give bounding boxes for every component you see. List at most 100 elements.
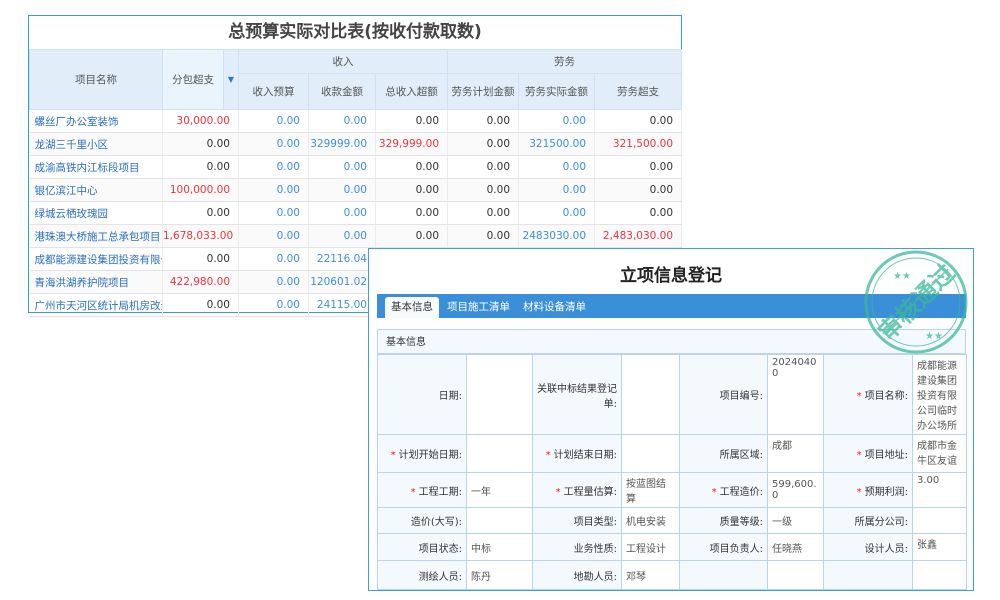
label-text: 工程量估算:: [563, 486, 617, 498]
cell-value: 1,678,033.00: [162, 224, 239, 248]
field-value[interactable]: 成都市金牛区友谊: [912, 434, 967, 473]
project-name-link[interactable]: 港珠澳大桥施工总承包项目: [29, 224, 163, 248]
field-label: 项目类型:: [532, 507, 622, 534]
field-value[interactable]: [767, 560, 824, 590]
cell-value: 0.00: [238, 293, 309, 317]
project-name-link[interactable]: 青海洪湖养护院项目: [29, 270, 163, 294]
field-value[interactable]: 工程设计: [621, 533, 680, 561]
col-subcontract-over[interactable]: 分包超支: [162, 49, 224, 110]
label-text: 项目地址:: [864, 450, 908, 461]
table-row[interactable]: 绿城云栖玫瑰园 0.00 0.00 0.00 0.00 0.00 0.00 0.00: [29, 201, 683, 225]
cell-value: 0.00: [162, 132, 239, 156]
project-name-link[interactable]: 银亿滨江中心: [29, 178, 163, 202]
field-value[interactable]: 陈丹: [466, 560, 533, 590]
field-label: 项目编号:: [679, 354, 768, 435]
cell-value: 0.00: [375, 155, 449, 179]
field-value[interactable]: 张鑫: [912, 533, 967, 561]
cell-value: 0.00: [518, 155, 596, 179]
table-row[interactable]: 龙湖三千里小区 0.00 0.00 329999.00 329,999.00 0.00 32…: [29, 132, 683, 156]
cell-value: 0.00: [594, 178, 683, 202]
field-value[interactable]: [912, 560, 967, 590]
tab-materials-list[interactable]: 材料设备清单: [523, 301, 586, 313]
project-name-link[interactable]: 螺丝厂办公室装饰: [29, 109, 163, 133]
table-row[interactable]: 螺丝厂办公室装饰 30,000.00 0.00 0.00 0.00 0.00 0.00 0.0…: [29, 109, 683, 133]
approved-stamp: 审核通过 ★★ ★★: [864, 250, 968, 354]
label-text: 计划结束日期:: [553, 450, 617, 461]
col-received[interactable]: 收款金额: [308, 73, 376, 110]
tab-basic-info[interactable]: 基本信息: [385, 297, 439, 318]
cell-value: 321,500.00: [594, 132, 683, 156]
label-text: 日期:: [438, 391, 462, 402]
field-value[interactable]: 3.00: [912, 472, 967, 508]
col-income-budget[interactable]: 收入预算: [238, 73, 309, 110]
cell-value: 100,000.00: [162, 178, 239, 202]
field-value[interactable]: 一级: [767, 507, 824, 534]
cell-value: 0.00: [308, 224, 376, 248]
label-text: 测绘人员:: [418, 571, 462, 583]
col-labor-over[interactable]: 劳务超支: [594, 73, 683, 110]
field-label: 造价(大写):: [377, 507, 467, 534]
field-value[interactable]: 成都: [767, 434, 824, 473]
label-text: 所属分公司:: [854, 517, 908, 528]
field-label: 项目负责人:: [679, 533, 768, 561]
col-total-income-over[interactable]: 总收入超额: [374, 73, 449, 110]
col-name[interactable]: 项目名称: [29, 49, 163, 110]
cell-value: 0.00: [594, 155, 683, 179]
field-value[interactable]: [621, 434, 680, 473]
table-row[interactable]: 银亿滨江中心 100,000.00 0.00 0.00 0.00 0.00 0.00 0.00: [29, 178, 683, 202]
field-value[interactable]: 一年: [466, 472, 533, 508]
label-text: 地勘人员:: [573, 571, 617, 583]
form-title: 立项信息登记: [620, 266, 722, 286]
field-label: * 项目名称:: [823, 354, 913, 435]
group-labor: 劳务: [447, 49, 683, 74]
field-value[interactable]: 邓琴: [621, 560, 680, 590]
field-value[interactable]: [466, 354, 533, 435]
cell-value: 0.00: [447, 155, 520, 179]
cell-value: 0.00: [594, 201, 683, 225]
col-labor-actual[interactable]: 劳务实际金额: [518, 73, 596, 110]
field-value[interactable]: [912, 507, 967, 534]
cell-value: 0.00: [238, 178, 309, 202]
field-value[interactable]: 中标: [466, 533, 533, 561]
field-value[interactable]: [466, 507, 533, 534]
project-name-link[interactable]: 绿城云栖玫瑰园: [29, 201, 163, 225]
col-labor-plan[interactable]: 劳务计划金额: [447, 73, 520, 110]
cell-value: 2,483,030.00: [594, 224, 683, 248]
cell-value: 0.00: [375, 109, 449, 133]
required-icon: *: [856, 391, 862, 402]
tab-construction-list[interactable]: 项目施工清单: [447, 301, 510, 313]
field-value[interactable]: 任晓燕: [767, 533, 824, 561]
field-label: [679, 560, 768, 590]
group-income: 收入: [237, 49, 449, 74]
table-row[interactable]: 港珠澳大桥施工总承包项目 1,678,033.00 0.00 0.00 0.00 0.00…: [29, 224, 683, 248]
field-value[interactable]: 599,600.0: [767, 472, 824, 508]
field-value[interactable]: 20240400: [767, 354, 824, 435]
label-text: 项目名称:: [864, 391, 908, 402]
field-label: 所属分公司:: [823, 507, 913, 534]
project-name-link[interactable]: 龙湖三千里小区: [29, 132, 163, 156]
field-value[interactable]: 按蓝图结算: [621, 472, 680, 508]
cell-value: 0.00: [447, 178, 520, 202]
sort-desc-icon[interactable]: ▼: [223, 49, 239, 110]
field-label: 测绘人员:: [377, 560, 467, 590]
project-name-link[interactable]: 广州市天河区统计局机房改造: [29, 293, 163, 317]
cell-value: 22116.04: [308, 247, 376, 271]
cell-value: 2483030.00: [518, 224, 596, 248]
label-text: 造价(大写):: [410, 517, 462, 528]
label-text: 项目负责人:: [709, 543, 763, 555]
required-icon: *: [555, 486, 561, 498]
field-value[interactable]: 成都能源建设集团投资有限公司临时办公场所: [912, 354, 967, 435]
required-icon: *: [545, 450, 551, 461]
cell-value: 0.00: [518, 201, 596, 225]
project-name-link[interactable]: 成渝高铁内江标段项目: [29, 155, 163, 179]
field-label: * 工程量估算:: [532, 472, 622, 508]
project-name-link[interactable]: 成都能源建设集团投资有限公: [29, 247, 163, 271]
cell-value: 0.00: [447, 132, 520, 156]
field-value[interactable]: [621, 354, 680, 435]
cell-value: 0.00: [447, 224, 520, 248]
cell-value: 30,000.00: [162, 109, 239, 133]
field-value[interactable]: [466, 434, 533, 473]
field-value[interactable]: 机电安装: [621, 507, 680, 534]
table-row[interactable]: 成渝高铁内江标段项目 0.00 0.00 0.00 0.00 0.00 0.00 0.00: [29, 155, 683, 179]
cell-value: 0.00: [238, 224, 309, 248]
